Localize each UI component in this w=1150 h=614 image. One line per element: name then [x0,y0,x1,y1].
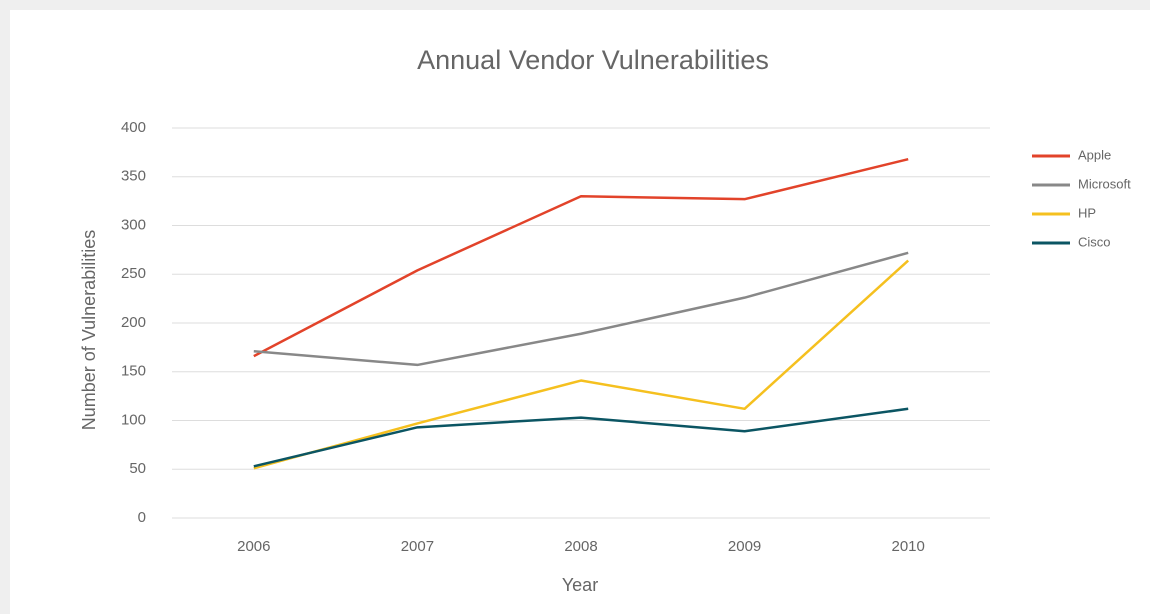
y-tick-label: 150 [121,363,146,380]
y-tick-label: 300 [121,216,146,233]
x-tick-label: 2008 [564,538,597,555]
y-tick-label: 400 [121,119,146,136]
series-line [253,157,909,358]
series-line [253,407,909,468]
x-tick-label: 2010 [892,538,925,555]
x-tick-label: 2006 [237,538,270,555]
x-axis-label: Year [562,575,598,595]
y-tick-label: 50 [129,460,146,477]
series-line [253,251,909,367]
series-line [253,259,910,470]
y-axis-label: Number of Vulnerabilities [79,230,99,430]
legend-label: Apple [1078,147,1111,162]
y-tick-label: 200 [121,314,146,331]
chart-title: Annual Vendor Vulnerabilities [417,45,769,75]
y-tick-label: 250 [121,265,146,282]
y-tick-label: 350 [121,168,146,185]
x-tick-label: 2007 [401,538,434,555]
chart-panel [10,10,1150,614]
legend-label: HP [1078,205,1096,220]
y-tick-label: 100 [121,411,146,428]
x-tick-label: 2009 [728,538,761,555]
y-tick-label: 0 [138,509,146,526]
legend-label: Microsoft [1078,176,1131,191]
legend-label: Cisco [1078,234,1111,249]
